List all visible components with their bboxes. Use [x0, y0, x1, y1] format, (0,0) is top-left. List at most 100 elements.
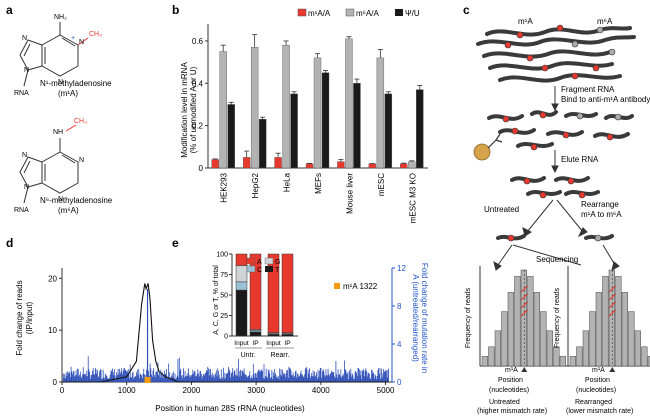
c-mismatch-mark: [520, 301, 528, 309]
e-bar-segment: [235, 289, 248, 337]
b-bar: [376, 57, 385, 169]
b-bar: [384, 93, 393, 169]
panel-d-ylabel-1: Fold change of reads: [15, 280, 24, 355]
e-ytick-label: 100: [216, 252, 228, 259]
c-hist-bar: [501, 311, 508, 367]
n1-label: N: [79, 39, 84, 46]
e-ytick-label: 75: [220, 272, 228, 279]
c-hist-bar: [569, 356, 576, 367]
e-legend-t: T: [275, 267, 280, 274]
c-hist-bar: [488, 346, 495, 367]
b-bar: [242, 157, 251, 169]
c-hist-bar: [533, 292, 540, 367]
n7-label: N: [22, 35, 27, 42]
e-bar-segment: [249, 331, 262, 337]
plus-charge: +: [71, 35, 75, 42]
c-freq-label-right: Frequency of reads: [554, 287, 561, 348]
seq-mod-untreated: [507, 234, 515, 242]
antibody-icon: [473, 133, 503, 161]
fragments: [487, 110, 634, 148]
b-bar: [400, 163, 408, 169]
c-step2: Elute RNA: [561, 155, 599, 164]
c-hist-bar: [589, 311, 596, 367]
c-sub-rearranged-2: (lower mismatch rate): [566, 408, 633, 415]
b-xtick-label: MEFs: [314, 173, 323, 194]
c-hist-bar: [520, 269, 527, 367]
c-top-m1a: m¹A: [518, 17, 533, 26]
b-bar: [258, 119, 267, 169]
c-hist-bar: [634, 330, 641, 367]
c-x-position-left: Position: [498, 377, 523, 384]
d-highlight-marker: [144, 377, 151, 383]
e-xtick-label: IP: [252, 340, 258, 347]
m1a-structure: [19, 22, 89, 87]
d-legend-label: m¹A 1322: [343, 282, 378, 291]
legend-swatch-m1a: [297, 8, 307, 17]
c-hist-bar: [595, 292, 602, 367]
panel-c-histograms: [479, 266, 650, 372]
c-hist-bar: [582, 330, 589, 367]
rna-label-bottom: RNA: [14, 207, 29, 214]
c-freq-label-left: Frequency of reads: [465, 287, 472, 348]
c-hist-bar: [647, 356, 650, 367]
c-hist-bar: [527, 276, 534, 367]
nh-label: NH: [53, 129, 63, 136]
b-xtick-label: HeLa: [283, 172, 292, 192]
c-step1-line2: Bind to anti-m¹A antibody: [561, 95, 650, 104]
d-xtick-label: 2000: [183, 386, 201, 395]
n3-label-b: N: [58, 196, 63, 203]
n3-label: N: [58, 79, 63, 86]
legend-label-m6a: m⁶A/A: [356, 9, 380, 18]
c-rearrange-1: Rearrange: [581, 200, 619, 209]
panel-e-legend: A G C T: [246, 257, 280, 274]
c-hist-bar: [559, 356, 566, 367]
c-untreated: Untreated: [484, 205, 519, 214]
d-y2tick-label: 4: [397, 340, 402, 349]
seq-mod-rearranged: [594, 234, 602, 242]
d-y2tick-label: 12: [397, 264, 406, 273]
c-mismatch-mark: [608, 285, 616, 293]
b-xtick-label: Mouse liver: [345, 173, 354, 214]
c-x-position-right: Position: [585, 377, 610, 384]
b-bar: [337, 161, 345, 169]
e-xtick-label: IP: [284, 340, 290, 347]
c-sub-rearranged-1: Rearranged: [575, 399, 612, 406]
c-step1-line1: Fragment RNA: [561, 85, 615, 94]
c-hist-bar: [576, 346, 583, 367]
n1-label-b: N: [79, 157, 84, 164]
e-legend-swatch-t: [265, 266, 273, 272]
ch3-label-top: CH₃: [89, 31, 102, 38]
c-top-m6a: m⁶A: [597, 17, 613, 26]
c-hist-bar: [602, 276, 609, 367]
b-bar: [227, 104, 235, 169]
c-hist-bar: [621, 292, 628, 367]
c-hist-bar: [507, 292, 514, 367]
panel-d-y2label-1: Fold change of mutation rate in: [420, 263, 429, 373]
c-sub-untreated-1: Untreated: [489, 399, 520, 406]
c-sequencing: Sequencing: [536, 255, 578, 264]
c-hist-bar: [615, 276, 622, 367]
c-x-m1a-right: m¹A: [592, 367, 605, 374]
d-xtick-label: 3000: [247, 386, 265, 395]
nh2-label: NH₂: [54, 14, 67, 21]
b-bar: [313, 57, 322, 169]
b-bar: [353, 83, 361, 169]
e-bar-segment: [235, 253, 248, 266]
b-bar: [368, 163, 377, 169]
panel-b-legend: m¹A/A m⁶A/A Ψ/U: [297, 8, 420, 18]
panel-d-chart: 0 10 20 0 4 8 12 0 1000 2000 3000 4000 5000: [48, 264, 406, 395]
panel-label-d: d: [6, 236, 13, 250]
d-reads-line: [62, 283, 389, 383]
c-mismatch-mark: [608, 301, 616, 309]
rna-modifications: [504, 24, 616, 80]
b-bar: [219, 51, 227, 169]
b-xtick-label: mESC: [377, 173, 386, 196]
b-xtick-label: HEK293: [220, 172, 229, 202]
e-xtick-label: Input: [234, 340, 249, 347]
b-bar: [305, 163, 314, 169]
b-ytick-label: 0.4: [192, 79, 204, 88]
d-y2tick-label: 0: [397, 378, 402, 387]
panel-label-a: a: [6, 3, 13, 17]
c-hist-pointer: [521, 367, 528, 372]
c-mismatch-mark: [520, 293, 528, 301]
